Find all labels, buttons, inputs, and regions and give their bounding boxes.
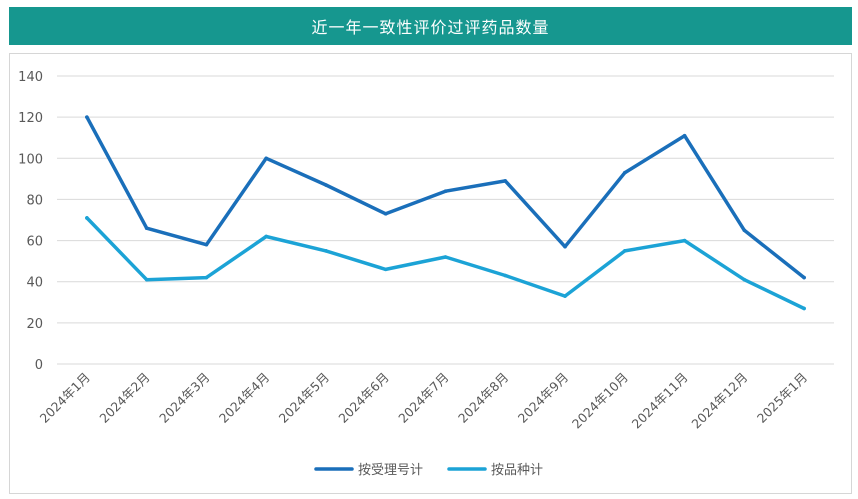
y-tick-label: 120 [18, 111, 43, 126]
data-point [623, 249, 627, 253]
grid-lines [57, 75, 834, 365]
y-axis-ticks: 0 20 40 60 80 100 120 140 [18, 70, 43, 373]
x-axis-ticks: 2024年1月 2024年2月 2024年3月 2024年4月 2024年5月 2024年… [37, 370, 811, 432]
legend: 按受理号计 按品种计 [314, 463, 543, 478]
x-tick-label: 2024年5月 [276, 370, 332, 426]
x-tick-label: 2024年9月 [515, 370, 571, 426]
data-point [682, 133, 687, 138]
y-tick-label: 40 [26, 276, 43, 291]
data-point [802, 275, 806, 280]
data-point [802, 306, 806, 311]
y-tick-label: 100 [18, 152, 43, 167]
data-point [144, 226, 149, 231]
x-tick-label: 2024年6月 [335, 370, 391, 426]
y-tick-label: 80 [26, 193, 43, 208]
y-tick-label: 20 [26, 317, 43, 332]
x-tick-label: 2024年4月 [216, 370, 272, 426]
data-point [503, 179, 508, 183]
data-point [682, 238, 687, 243]
data-point [264, 234, 268, 239]
data-point [742, 277, 747, 282]
data-point [204, 275, 209, 280]
series-line-2 [85, 216, 806, 311]
data-point [324, 249, 328, 253]
x-tick-label: 2024年12月 [688, 370, 750, 432]
data-point [443, 255, 448, 259]
x-tick-label: 2025年1月 [754, 370, 810, 426]
legend-label: 按受理号计 [358, 463, 423, 478]
y-tick-label: 60 [26, 235, 43, 250]
data-point [324, 183, 328, 187]
x-tick-label: 2024年11月 [629, 370, 691, 432]
y-tick-label: 140 [18, 70, 43, 85]
data-point [383, 267, 388, 272]
data-point [563, 244, 567, 249]
data-point [144, 277, 149, 282]
x-tick-label: 2024年10月 [569, 370, 631, 432]
chart-title-bar: 近一年一致性评价过评药品数量 [9, 7, 852, 45]
data-point [563, 294, 567, 298]
data-point [503, 273, 508, 278]
chart-title: 近一年一致性评价过评药品数量 [311, 18, 550, 37]
x-tick-label: 2024年1月 [37, 370, 93, 426]
data-point [85, 115, 89, 119]
chart-frame [9, 53, 852, 494]
x-tick-label: 2024年7月 [395, 370, 451, 426]
data-point [383, 212, 388, 216]
data-point [85, 216, 89, 220]
data-point [623, 170, 627, 175]
x-tick-label: 2024年2月 [96, 370, 152, 426]
series-line-1 [85, 115, 806, 280]
data-point [742, 228, 747, 233]
legend-label: 按品种计 [491, 463, 543, 478]
data-point [443, 189, 448, 193]
y-tick-label: 0 [35, 358, 43, 373]
series-lines [85, 115, 806, 311]
data-point [204, 242, 209, 247]
data-point [264, 156, 268, 161]
x-tick-label: 2024年3月 [156, 370, 212, 426]
x-tick-label: 2024年8月 [455, 370, 511, 426]
